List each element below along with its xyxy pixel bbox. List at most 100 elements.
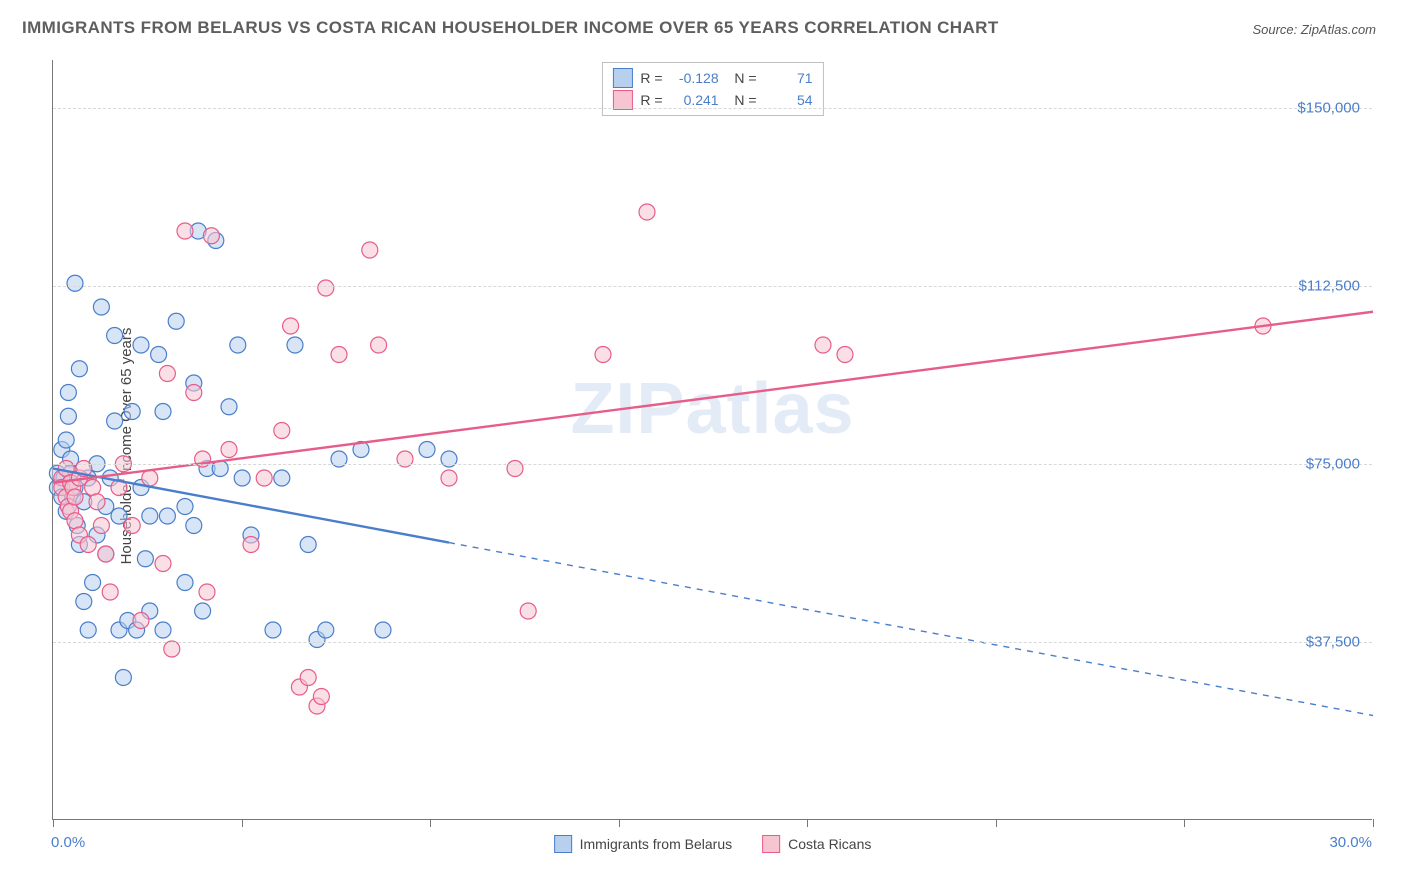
regression-extrapolation-belarus bbox=[449, 543, 1373, 716]
legend-item-costa_rica: Costa Ricans bbox=[762, 835, 871, 853]
legend-label: Costa Ricans bbox=[788, 836, 871, 852]
x-tick-mark bbox=[807, 819, 808, 827]
scatter-point-belarus bbox=[67, 275, 83, 291]
scatter-point-belarus bbox=[85, 575, 101, 591]
scatter-point-costa_rica bbox=[133, 613, 149, 629]
scatter-point-costa_rica bbox=[595, 347, 611, 363]
scatter-point-belarus bbox=[151, 347, 167, 363]
scatter-point-costa_rica bbox=[331, 347, 347, 363]
x-tick-mark bbox=[1184, 819, 1185, 827]
scatter-point-costa_rica bbox=[639, 204, 655, 220]
y-tick-label: $37,500 bbox=[1306, 633, 1360, 650]
scatter-point-belarus bbox=[115, 670, 131, 686]
scatter-point-costa_rica bbox=[124, 518, 140, 534]
scatter-point-costa_rica bbox=[142, 470, 158, 486]
x-tick-mark bbox=[1373, 819, 1374, 827]
scatter-point-costa_rica bbox=[164, 641, 180, 657]
scatter-point-belarus bbox=[60, 408, 76, 424]
scatter-point-costa_rica bbox=[80, 537, 96, 553]
scatter-point-belarus bbox=[107, 328, 123, 344]
scatter-point-belarus bbox=[133, 337, 149, 353]
scatter-point-belarus bbox=[76, 594, 92, 610]
plot-area: ZIPatlas R = -0.128 N = 71R = 0.241 N = … bbox=[52, 60, 1372, 820]
scatter-point-belarus bbox=[419, 442, 435, 458]
x-axis-max-label: 30.0% bbox=[1329, 834, 1372, 851]
scatter-point-costa_rica bbox=[313, 689, 329, 705]
scatter-point-belarus bbox=[80, 622, 96, 638]
scatter-point-costa_rica bbox=[283, 318, 299, 334]
scatter-point-costa_rica bbox=[155, 556, 171, 572]
scatter-point-belarus bbox=[234, 470, 250, 486]
scatter-point-belarus bbox=[71, 361, 87, 377]
legend-label: Immigrants from Belarus bbox=[580, 836, 732, 852]
scatter-point-costa_rica bbox=[815, 337, 831, 353]
scatter-point-belarus bbox=[287, 337, 303, 353]
scatter-point-costa_rica bbox=[186, 385, 202, 401]
scatter-point-belarus bbox=[58, 432, 74, 448]
x-tick-mark bbox=[53, 819, 54, 827]
scatter-point-belarus bbox=[230, 337, 246, 353]
chart-title: IMMIGRANTS FROM BELARUS VS COSTA RICAN H… bbox=[22, 18, 999, 38]
scatter-point-costa_rica bbox=[520, 603, 536, 619]
bottom-legend: Immigrants from Belarus Costa Ricans bbox=[554, 835, 872, 853]
scatter-point-belarus bbox=[60, 385, 76, 401]
scatter-point-costa_rica bbox=[93, 518, 109, 534]
legend-swatch-icon bbox=[762, 835, 780, 853]
scatter-point-belarus bbox=[142, 508, 158, 524]
y-tick-label: $75,000 bbox=[1306, 455, 1360, 472]
scatter-point-costa_rica bbox=[837, 347, 853, 363]
scatter-point-belarus bbox=[155, 622, 171, 638]
scatter-point-costa_rica bbox=[318, 280, 334, 296]
scatter-point-costa_rica bbox=[203, 228, 219, 244]
x-tick-mark bbox=[430, 819, 431, 827]
legend-item-belarus: Immigrants from Belarus bbox=[554, 835, 732, 853]
x-tick-mark bbox=[619, 819, 620, 827]
scatter-point-belarus bbox=[177, 575, 193, 591]
scatter-point-belarus bbox=[195, 603, 211, 619]
scatter-point-costa_rica bbox=[243, 537, 259, 553]
scatter-point-belarus bbox=[159, 508, 175, 524]
scatter-point-belarus bbox=[300, 537, 316, 553]
scatter-point-costa_rica bbox=[274, 423, 290, 439]
scatter-point-belarus bbox=[318, 622, 334, 638]
y-tick-label: $112,500 bbox=[1299, 277, 1360, 294]
scatter-point-costa_rica bbox=[441, 470, 457, 486]
scatter-point-costa_rica bbox=[300, 670, 316, 686]
scatter-point-costa_rica bbox=[371, 337, 387, 353]
scatter-point-costa_rica bbox=[67, 489, 83, 505]
scatter-point-belarus bbox=[375, 622, 391, 638]
scatter-point-belarus bbox=[107, 413, 123, 429]
legend-swatch-icon bbox=[554, 835, 572, 853]
scatter-point-costa_rica bbox=[177, 223, 193, 239]
regression-line-costa_rica bbox=[53, 312, 1373, 483]
scatter-svg bbox=[53, 60, 1372, 819]
scatter-point-belarus bbox=[274, 470, 290, 486]
x-tick-mark bbox=[996, 819, 997, 827]
gridline bbox=[53, 464, 1372, 465]
scatter-point-belarus bbox=[265, 622, 281, 638]
gridline bbox=[53, 286, 1372, 287]
source-attribution: Source: ZipAtlas.com bbox=[1252, 22, 1376, 37]
x-tick-mark bbox=[242, 819, 243, 827]
scatter-point-belarus bbox=[155, 404, 171, 420]
scatter-point-belarus bbox=[177, 499, 193, 515]
scatter-point-costa_rica bbox=[98, 546, 114, 562]
scatter-point-costa_rica bbox=[67, 513, 83, 529]
gridline bbox=[53, 642, 1372, 643]
scatter-point-costa_rica bbox=[159, 366, 175, 382]
scatter-point-belarus bbox=[186, 518, 202, 534]
scatter-point-belarus bbox=[124, 404, 140, 420]
scatter-point-costa_rica bbox=[256, 470, 272, 486]
gridline bbox=[53, 108, 1372, 109]
x-axis-min-label: 0.0% bbox=[51, 834, 85, 851]
scatter-point-belarus bbox=[93, 299, 109, 315]
y-tick-label: $150,000 bbox=[1297, 99, 1360, 116]
scatter-point-costa_rica bbox=[362, 242, 378, 258]
scatter-point-belarus bbox=[137, 551, 153, 567]
scatter-point-costa_rica bbox=[102, 584, 118, 600]
scatter-point-belarus bbox=[168, 313, 184, 329]
scatter-point-costa_rica bbox=[89, 494, 105, 510]
scatter-point-costa_rica bbox=[199, 584, 215, 600]
scatter-point-costa_rica bbox=[85, 480, 101, 496]
scatter-point-belarus bbox=[221, 399, 237, 415]
